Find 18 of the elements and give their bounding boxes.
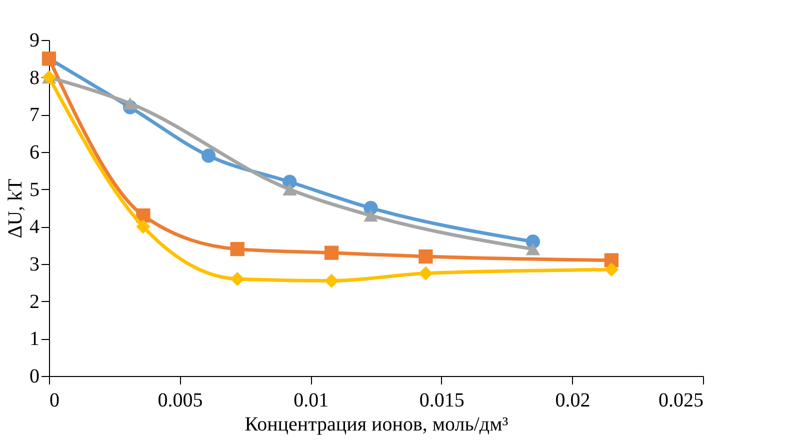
y-tick-label: 9 [30, 30, 40, 52]
y-tick-label: 3 [30, 254, 40, 276]
y-tick-label: 4 [30, 216, 40, 238]
x-tick-label: 0 [50, 390, 60, 412]
y-tick-label: 5 [30, 178, 40, 201]
x-tick-label: 0.015 [419, 390, 464, 412]
y-tick-label: 8 [30, 66, 40, 89]
y-tick-label: 2 [30, 290, 40, 313]
y-tick-label: 0 [30, 366, 40, 388]
x-tick-label: 0.02 [555, 390, 590, 412]
y-tick-label: 7 [30, 104, 40, 126]
x-axis-title: Концентрация ионов, моль/дм³ [244, 414, 508, 436]
y-tick-label: 6 [30, 142, 40, 164]
x-tick-label: 0.005 [158, 390, 203, 412]
y-tick-label: 1 [30, 328, 40, 350]
y-axis-title: ΔU, kT [4, 178, 26, 238]
x-tick-label: 0.025 [658, 390, 704, 412]
x-tick-label: 0.01 [294, 390, 329, 412]
